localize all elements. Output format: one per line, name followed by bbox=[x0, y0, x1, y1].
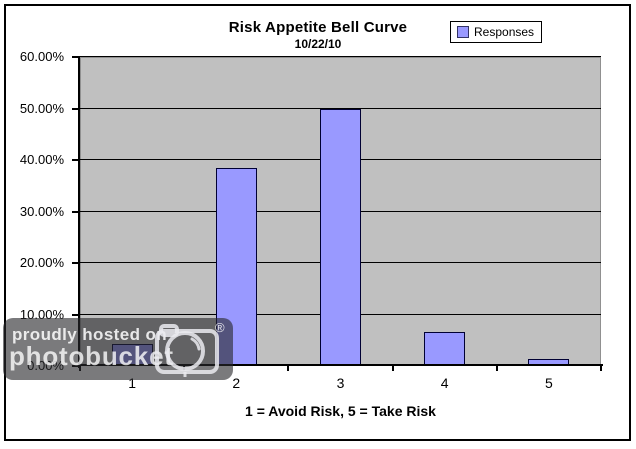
gridline bbox=[80, 56, 601, 57]
registered-trademark-icon: ® bbox=[215, 320, 225, 335]
y-tick-label: 20.00% bbox=[19, 255, 64, 270]
x-axis-tick bbox=[495, 366, 498, 371]
x-axis-tick bbox=[287, 366, 290, 371]
camera-icon bbox=[155, 324, 219, 377]
x-tick-label: 3 bbox=[336, 375, 345, 391]
x-axis-line bbox=[78, 364, 603, 366]
bar-category-3 bbox=[320, 108, 361, 366]
y-tick-label: 10.00% bbox=[19, 306, 64, 322]
y-axis-line bbox=[78, 57, 80, 368]
x-tick-label: 5 bbox=[544, 375, 553, 391]
y-tick-label: 30.00% bbox=[19, 203, 64, 219]
y-tick-label: 60.00% bbox=[19, 49, 64, 64]
y-axis-tick bbox=[72, 56, 80, 58]
y-tick-label: 50.00% bbox=[19, 100, 64, 116]
y-axis-tick bbox=[72, 313, 80, 316]
chart-title: Risk Appetite Bell Curve bbox=[228, 19, 408, 36]
y-axis-tick bbox=[72, 262, 80, 264]
gridline bbox=[80, 107, 601, 109]
y-axis-tick bbox=[72, 107, 80, 110]
legend-label: Responses bbox=[474, 25, 535, 39]
x-tick-label: 2 bbox=[232, 375, 241, 391]
legend: Responses bbox=[450, 21, 542, 43]
x-axis-title: 1 = Avoid Risk, 5 = Take Risk bbox=[245, 403, 436, 419]
chart-border bbox=[4, 4, 631, 441]
watermark-text-line2: photobucket bbox=[9, 341, 174, 371]
x-axis-tick bbox=[600, 366, 602, 371]
bar-category-4 bbox=[424, 332, 466, 366]
x-tick-label: 4 bbox=[440, 375, 449, 391]
x-tick-label: 1 bbox=[128, 375, 136, 391]
y-axis-tick bbox=[72, 210, 80, 213]
legend-marker-icon bbox=[457, 26, 469, 38]
photobucket-watermark: proudly hosted on photobucket ® bbox=[3, 318, 233, 380]
watermark-text-line1: proudly hosted on bbox=[12, 325, 168, 344]
chart-subtitle: 10/22/10 bbox=[294, 37, 342, 51]
y-tick-label: 40.00% bbox=[19, 152, 64, 167]
y-axis-tick bbox=[72, 159, 80, 161]
x-axis-tick bbox=[391, 366, 394, 371]
